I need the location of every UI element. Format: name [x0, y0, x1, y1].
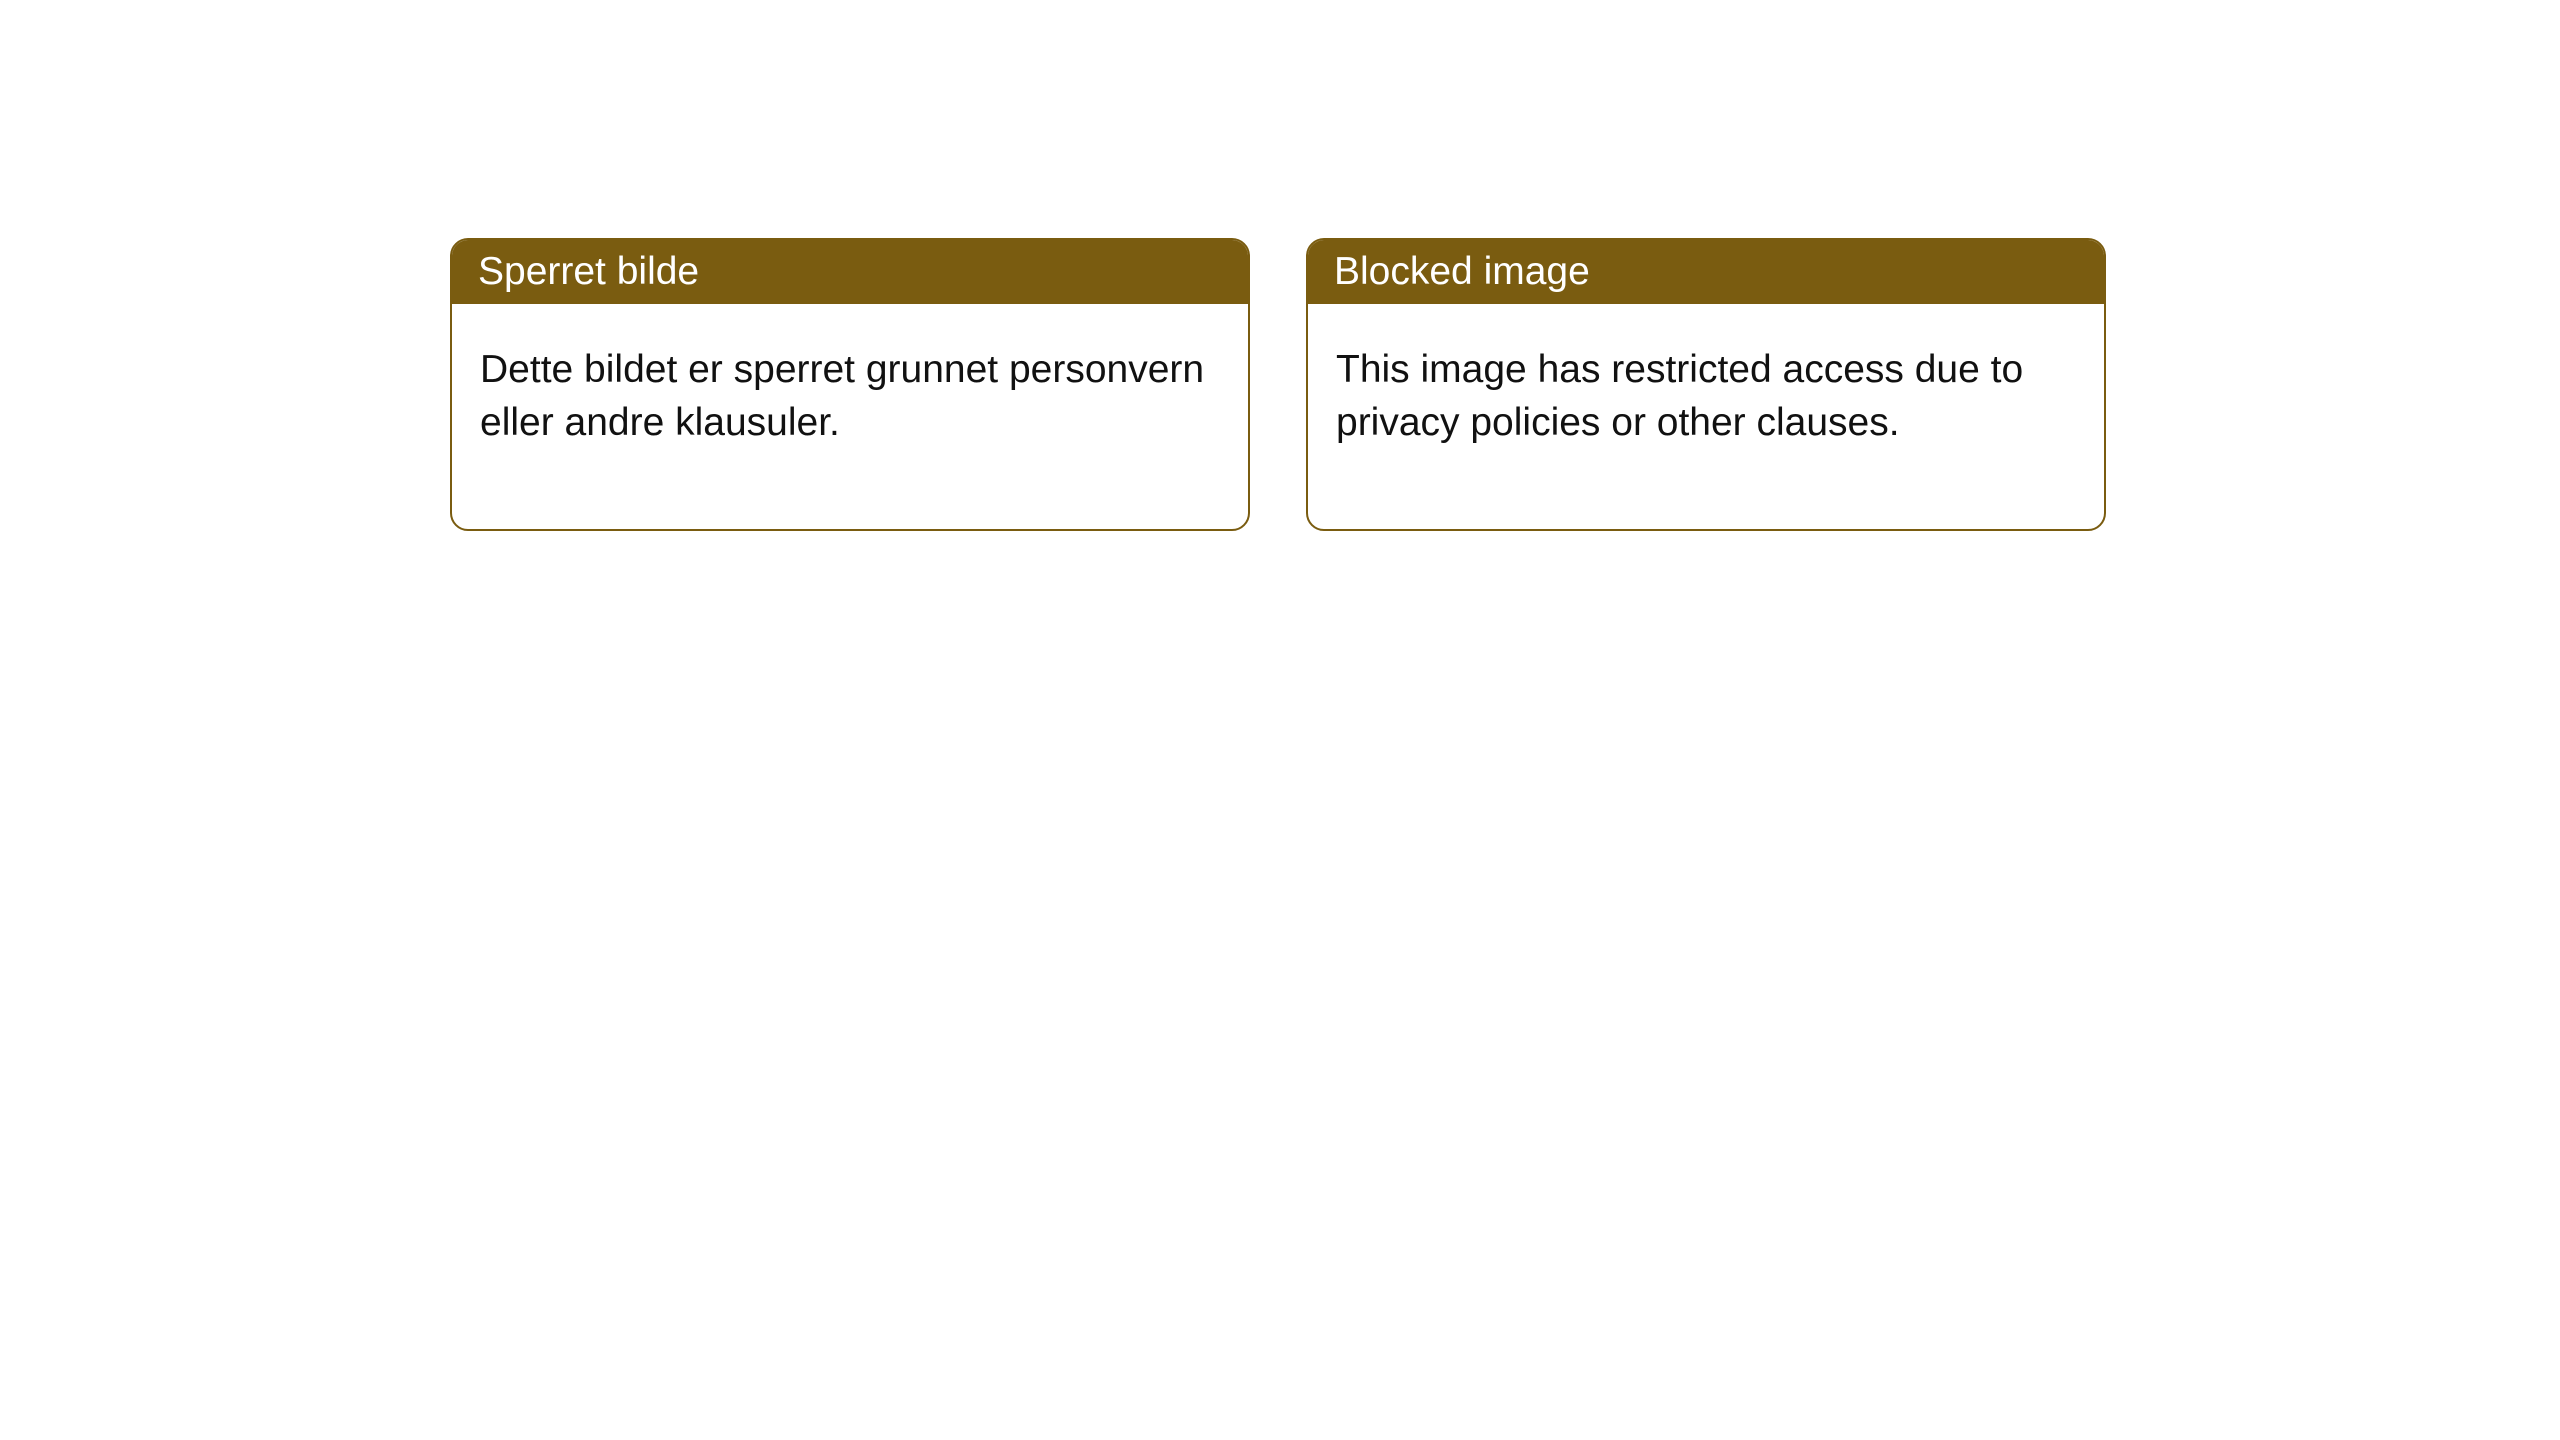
notice-card-norwegian: Sperret bilde Dette bildet er sperret gr… [450, 238, 1250, 531]
notice-card-english: Blocked image This image has restricted … [1306, 238, 2106, 531]
notice-container: Sperret bilde Dette bildet er sperret gr… [0, 0, 2560, 531]
notice-card-body-text: This image has restricted access due to … [1336, 348, 2023, 444]
notice-card-header: Sperret bilde [452, 240, 1248, 304]
notice-card-header: Blocked image [1308, 240, 2104, 304]
notice-card-body: Dette bildet er sperret grunnet personve… [452, 304, 1248, 529]
notice-card-title: Blocked image [1334, 250, 1590, 293]
notice-card-title: Sperret bilde [478, 250, 699, 293]
notice-card-body-text: Dette bildet er sperret grunnet personve… [480, 348, 1204, 444]
notice-card-body: This image has restricted access due to … [1308, 304, 2104, 529]
